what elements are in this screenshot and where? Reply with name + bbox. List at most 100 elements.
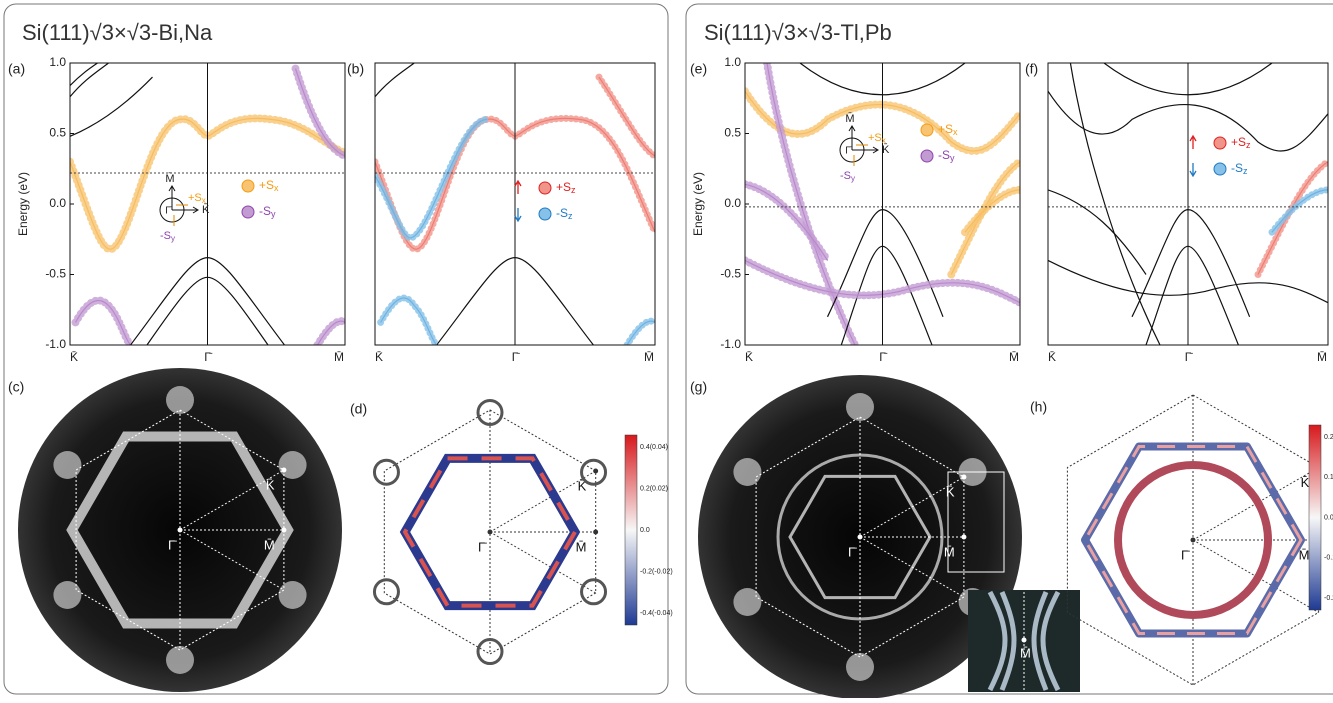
legend-label: -Sy xyxy=(840,170,855,183)
inset-axes xyxy=(848,125,879,154)
point-label: M̄ xyxy=(1299,547,1310,562)
panel-label: (f) xyxy=(1025,61,1038,77)
high-sym-point xyxy=(177,527,183,533)
colorbar-label: -0.4(-0.04) xyxy=(640,610,673,617)
legend-label: +Sx xyxy=(188,192,206,205)
band xyxy=(70,76,153,137)
label-sub: x xyxy=(953,127,958,137)
inset-label: K̄ xyxy=(882,143,890,156)
y-tick-label: -1.0 xyxy=(45,337,66,351)
spin-marks xyxy=(291,64,345,161)
label-sub: y xyxy=(171,234,175,243)
high-sym-point xyxy=(593,529,599,535)
legend-label: -Sz xyxy=(556,206,573,221)
legend-label: -Sy xyxy=(160,230,175,243)
band xyxy=(70,63,109,98)
panel-label: (h) xyxy=(1030,399,1047,415)
inset-label: M̄ xyxy=(165,172,174,185)
spin-marks xyxy=(375,115,491,242)
colorbar-label: 0.0 xyxy=(1324,514,1333,521)
label-main: +S xyxy=(259,178,274,192)
point-label: K̄ xyxy=(266,477,275,492)
point-label: Γ̄ xyxy=(848,544,857,559)
panel-frame xyxy=(3,3,669,695)
spin-marks xyxy=(1268,186,1328,236)
y-tick-label: 0.0 xyxy=(724,196,741,210)
bands xyxy=(1048,63,1328,345)
high-sym-point xyxy=(1021,637,1027,643)
panel-label: (d) xyxy=(350,401,367,417)
panel-frame xyxy=(685,3,1333,695)
spin-marks xyxy=(961,185,1020,237)
panel-label: (c) xyxy=(8,379,24,395)
high-sym-point xyxy=(593,468,599,474)
plot-frame xyxy=(374,62,656,346)
label-sub: z xyxy=(568,211,573,221)
point-label: Γ̄ xyxy=(168,537,177,552)
pocket xyxy=(733,588,762,616)
label-sub: z xyxy=(1243,166,1248,176)
label-sub: z xyxy=(1246,140,1251,150)
inset-axes xyxy=(168,185,199,214)
panel-label: (b) xyxy=(347,61,364,77)
spin-marks xyxy=(745,87,1020,155)
pocket xyxy=(278,581,307,609)
zoom-box xyxy=(947,471,1005,573)
label-main: +S xyxy=(1231,135,1246,149)
x-tick-label: M̄ xyxy=(1009,350,1019,364)
x-tick-label: M̄ xyxy=(1317,350,1327,364)
legend-marker xyxy=(920,123,934,137)
spin-ring xyxy=(1083,445,1303,635)
bands xyxy=(375,63,655,345)
high-sym-point xyxy=(961,534,967,540)
bands xyxy=(70,63,345,345)
panel-label: (g) xyxy=(690,379,707,395)
spin-marks xyxy=(745,256,1020,307)
x-tick-label: K̄ xyxy=(1048,350,1056,364)
spin-arrow xyxy=(514,208,522,223)
spin-pocket xyxy=(580,458,608,486)
spin-marks xyxy=(71,296,135,345)
spin-marks xyxy=(763,63,859,345)
band xyxy=(1048,189,1147,275)
y-tick-label: 1.0 xyxy=(49,55,66,69)
plot-frame xyxy=(1047,62,1329,346)
y-tick-label: 0.0 xyxy=(49,196,66,210)
legend-label: +Sx xyxy=(938,122,958,137)
pocket xyxy=(166,386,194,414)
spin-pocket xyxy=(580,578,608,606)
legend-label: +Sz xyxy=(1231,135,1251,150)
y-tick-label: -0.5 xyxy=(45,267,66,281)
pocket xyxy=(53,451,82,479)
spin-texture xyxy=(372,398,608,666)
spin-marks xyxy=(745,180,832,265)
label-sub: y xyxy=(851,174,855,183)
band xyxy=(1069,63,1161,345)
colorbar xyxy=(624,434,638,626)
y-tick-label: -1.0 xyxy=(720,337,741,351)
high-sym-point xyxy=(961,474,967,480)
point-label: M̄ xyxy=(576,539,587,554)
legend-marker xyxy=(1213,136,1227,150)
spin-marks xyxy=(375,114,655,253)
high-sym-point xyxy=(857,534,863,540)
spin-texture xyxy=(1081,442,1305,638)
inset-label: Γ̄ xyxy=(165,206,173,217)
spin-marks xyxy=(377,294,441,345)
point-label: M̄ xyxy=(1020,645,1031,660)
inset-arrow xyxy=(853,144,868,166)
high-sym-lines xyxy=(179,469,285,591)
pocket xyxy=(733,458,762,486)
legend-label: -Sz xyxy=(1231,161,1248,176)
inset-arrow xyxy=(173,204,188,226)
panel-label: (a) xyxy=(8,61,25,77)
colorbar-label: 0.4(0.04) xyxy=(640,444,668,451)
bright-ring xyxy=(66,431,294,629)
inset-label: Γ̄ xyxy=(845,146,853,157)
bright-ring xyxy=(788,474,932,600)
band xyxy=(1048,90,1328,152)
pocket xyxy=(53,581,82,609)
label-main: -S xyxy=(160,230,171,242)
spin-pocket xyxy=(476,398,504,426)
